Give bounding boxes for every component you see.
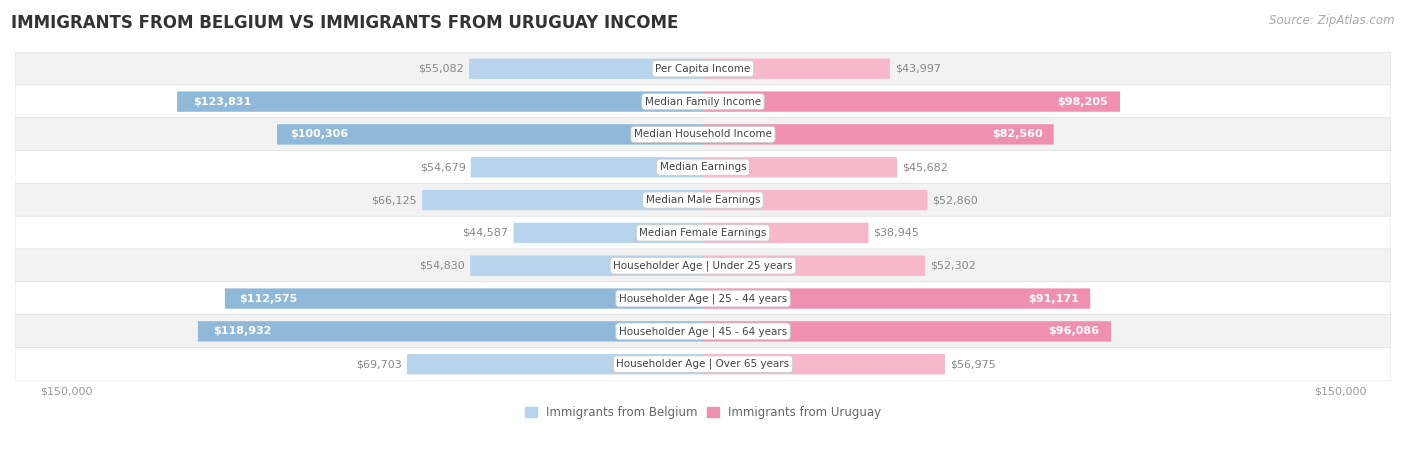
Text: Householder Age | Under 25 years: Householder Age | Under 25 years [613,261,793,271]
Text: Median Male Earnings: Median Male Earnings [645,195,761,205]
FancyBboxPatch shape [15,282,1391,315]
Text: Householder Age | 25 - 44 years: Householder Age | 25 - 44 years [619,293,787,304]
FancyBboxPatch shape [703,124,1053,145]
Text: Median Family Income: Median Family Income [645,97,761,106]
FancyBboxPatch shape [15,347,1391,381]
FancyBboxPatch shape [15,216,1391,250]
FancyBboxPatch shape [703,354,945,375]
FancyBboxPatch shape [703,92,1121,112]
FancyBboxPatch shape [703,255,925,276]
Text: Per Capita Income: Per Capita Income [655,64,751,74]
Text: Householder Age | Over 65 years: Householder Age | Over 65 years [616,359,790,369]
Text: $112,575: $112,575 [239,294,298,304]
Text: $54,830: $54,830 [419,261,465,271]
Text: $96,086: $96,086 [1047,326,1099,336]
Text: Median Household Income: Median Household Income [634,129,772,140]
Text: $55,082: $55,082 [418,64,464,74]
FancyBboxPatch shape [177,92,703,112]
FancyBboxPatch shape [15,85,1391,118]
FancyBboxPatch shape [198,321,703,341]
Text: $118,932: $118,932 [214,326,271,336]
Text: $52,860: $52,860 [932,195,979,205]
FancyBboxPatch shape [277,124,703,145]
Text: $66,125: $66,125 [371,195,418,205]
FancyBboxPatch shape [513,223,703,243]
FancyBboxPatch shape [703,157,897,177]
Text: $123,831: $123,831 [193,97,252,106]
Text: $52,302: $52,302 [931,261,976,271]
Text: $45,682: $45,682 [903,162,948,172]
Text: $44,587: $44,587 [463,228,509,238]
Text: $100,306: $100,306 [290,129,347,140]
FancyBboxPatch shape [15,150,1391,184]
FancyBboxPatch shape [470,58,703,79]
Text: $91,171: $91,171 [1028,294,1078,304]
Text: Median Earnings: Median Earnings [659,162,747,172]
Text: $38,945: $38,945 [873,228,920,238]
FancyBboxPatch shape [225,289,703,309]
FancyBboxPatch shape [422,190,703,210]
FancyBboxPatch shape [703,190,928,210]
FancyBboxPatch shape [406,354,703,375]
FancyBboxPatch shape [15,52,1391,85]
FancyBboxPatch shape [703,321,1111,341]
Text: $98,205: $98,205 [1057,97,1108,106]
FancyBboxPatch shape [15,315,1391,348]
FancyBboxPatch shape [470,255,703,276]
Text: Median Female Earnings: Median Female Earnings [640,228,766,238]
FancyBboxPatch shape [703,58,890,79]
FancyBboxPatch shape [15,184,1391,217]
FancyBboxPatch shape [15,118,1391,151]
Text: IMMIGRANTS FROM BELGIUM VS IMMIGRANTS FROM URUGUAY INCOME: IMMIGRANTS FROM BELGIUM VS IMMIGRANTS FR… [11,14,679,32]
FancyBboxPatch shape [15,249,1391,283]
Legend: Immigrants from Belgium, Immigrants from Uruguay: Immigrants from Belgium, Immigrants from… [520,402,886,424]
Text: $54,679: $54,679 [420,162,465,172]
FancyBboxPatch shape [703,289,1090,309]
Text: $43,997: $43,997 [896,64,941,74]
Text: $82,560: $82,560 [993,129,1043,140]
Text: Householder Age | 45 - 64 years: Householder Age | 45 - 64 years [619,326,787,337]
Text: Source: ZipAtlas.com: Source: ZipAtlas.com [1270,14,1395,27]
Text: $69,703: $69,703 [356,359,402,369]
FancyBboxPatch shape [471,157,703,177]
FancyBboxPatch shape [703,223,869,243]
Text: $56,975: $56,975 [950,359,995,369]
